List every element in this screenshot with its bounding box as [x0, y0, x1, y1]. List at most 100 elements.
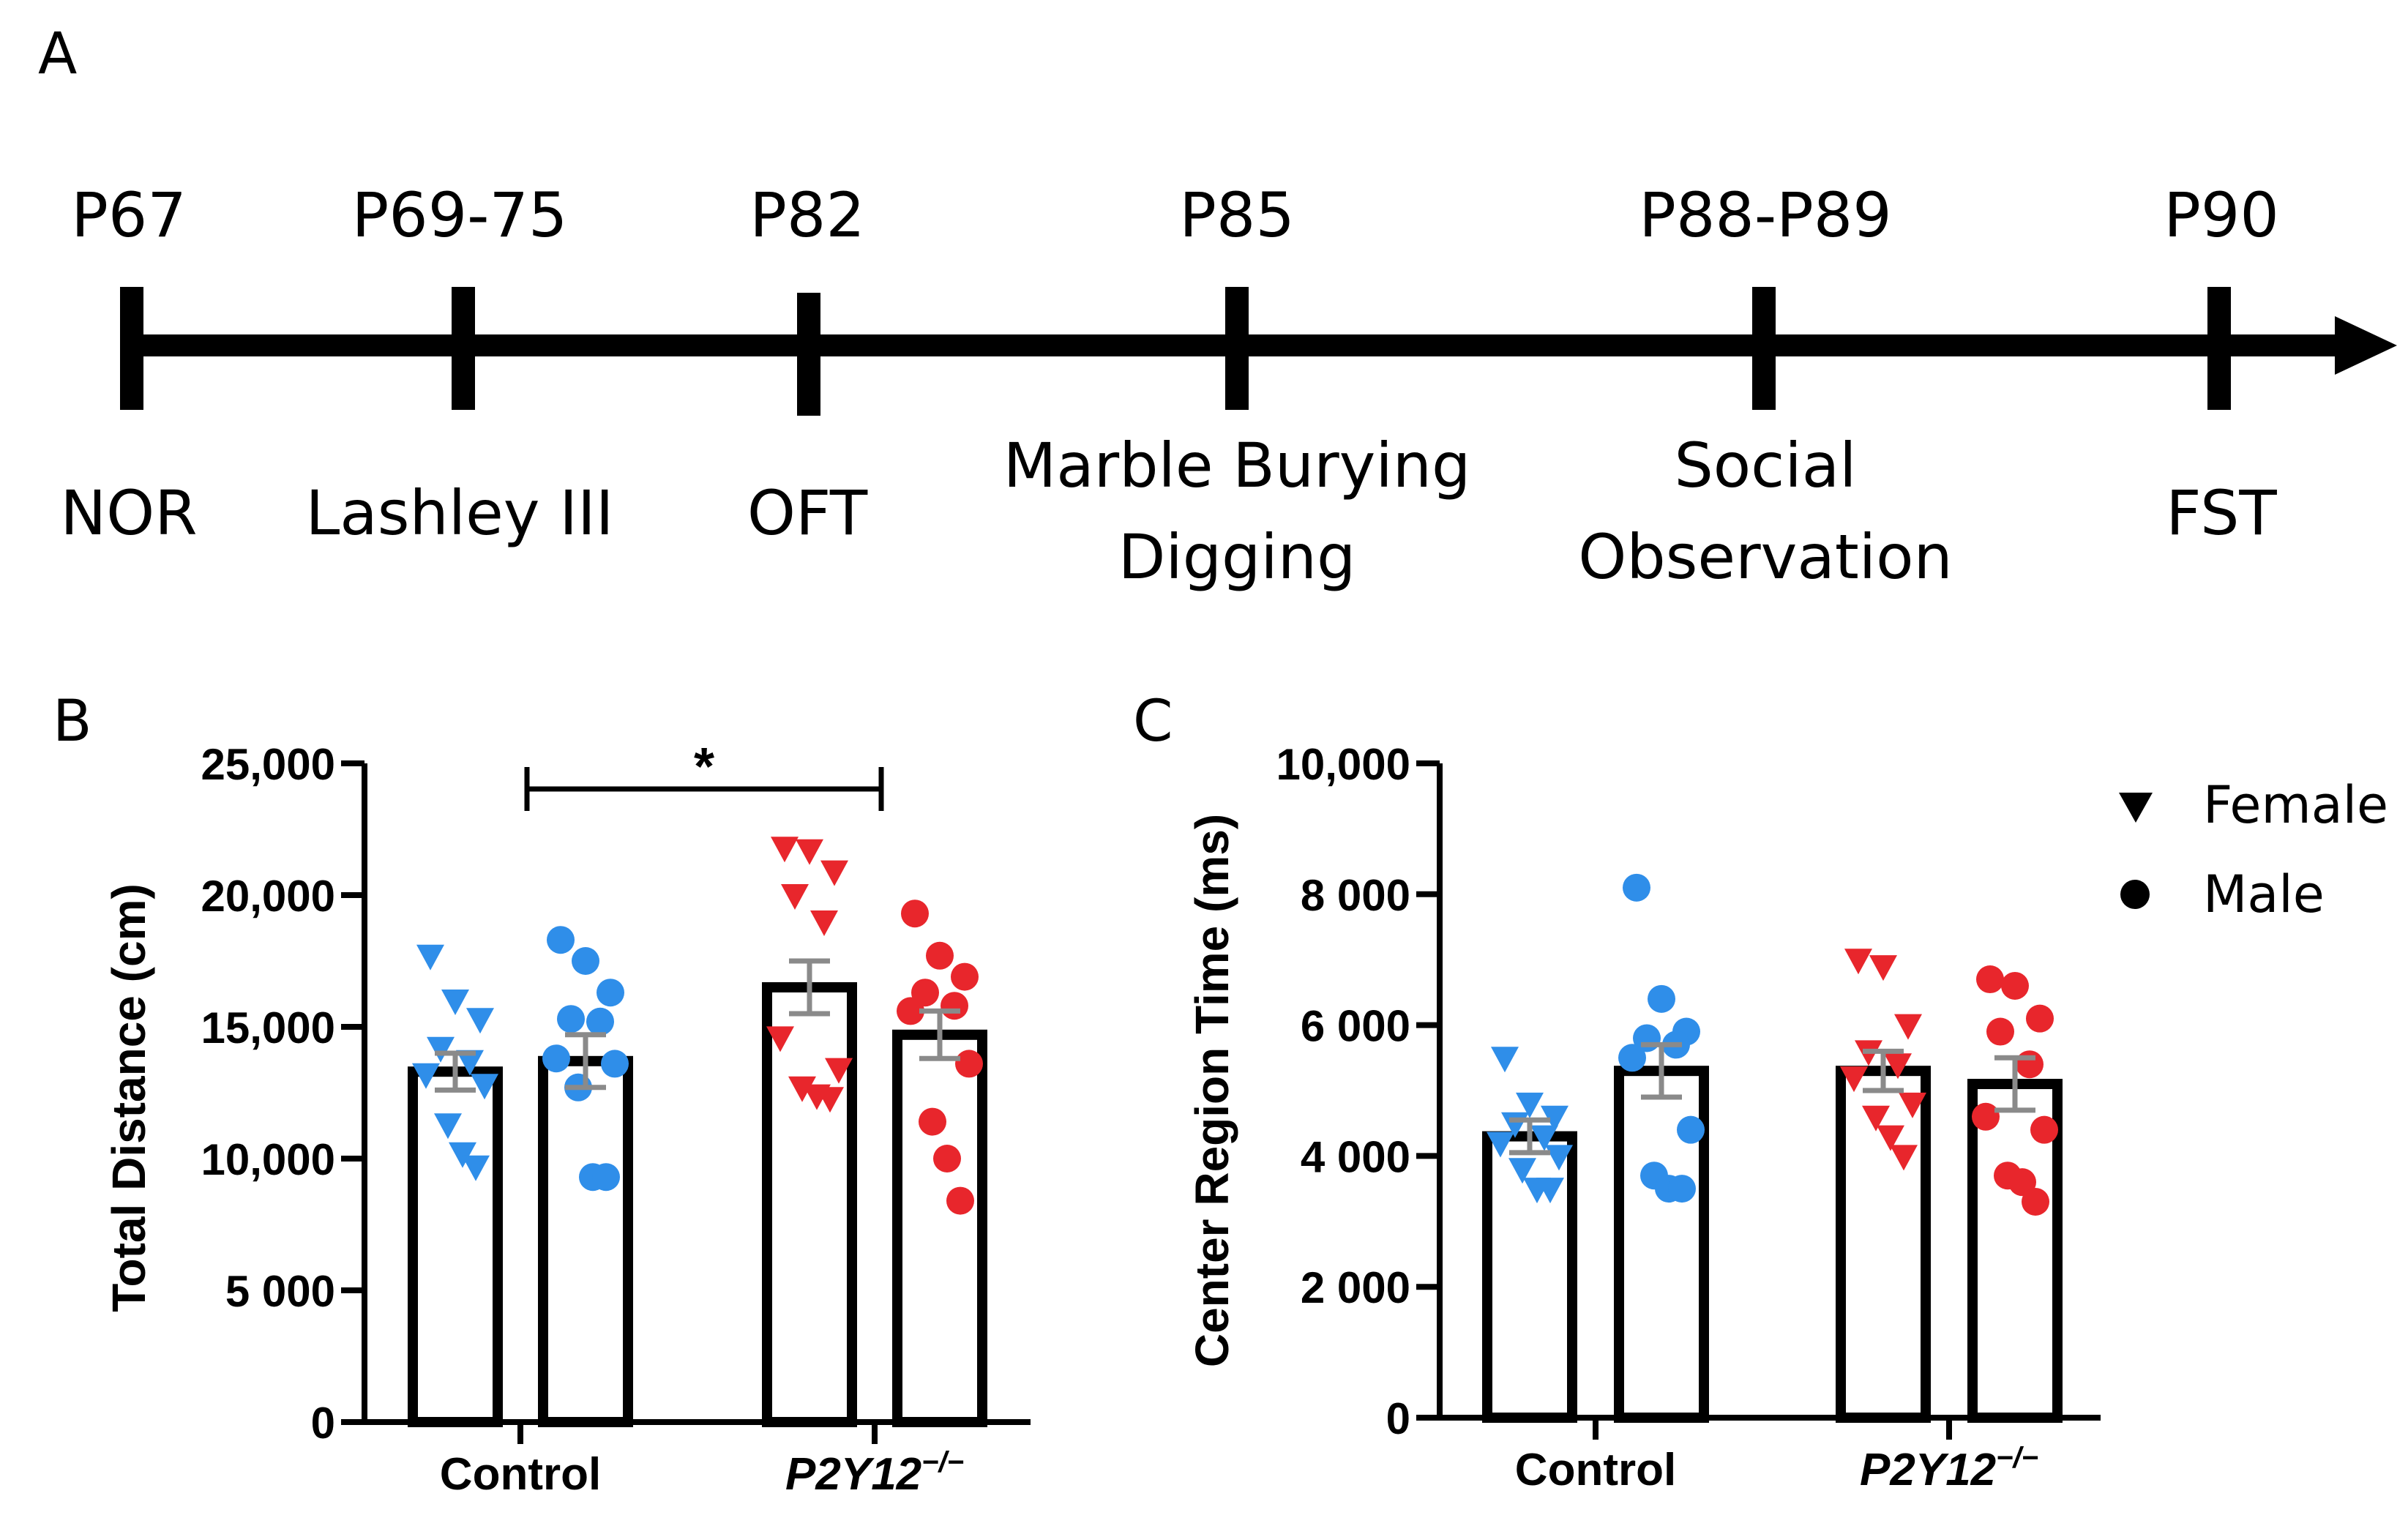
x-tick-label: P2Y12−/−: [1860, 1442, 2038, 1495]
female-data-point: [462, 1155, 490, 1181]
legend-female-triangle-icon: [2119, 793, 2153, 823]
timeline-arrowhead: [2335, 316, 2397, 375]
legend-male-label: Male: [2203, 864, 2325, 924]
timeline-task: FST: [2166, 477, 2277, 549]
male-data-point: [955, 1050, 983, 1078]
x-tick-label: P2Y12−/−: [785, 1446, 964, 1500]
bar: [538, 1055, 633, 1428]
male-data-point: [1623, 873, 1650, 902]
bar: [1836, 1066, 1931, 1424]
male-data-point: [2001, 971, 2029, 1000]
bar: [892, 1029, 987, 1428]
timeline-age: P82: [749, 179, 865, 251]
x-tick-label: Control: [440, 1449, 601, 1500]
female-data-point: [771, 837, 799, 863]
male-data-point: [547, 926, 575, 954]
timeline-task: Marble Burying: [1003, 430, 1471, 501]
female-data-point: [466, 1008, 494, 1034]
timeline-task: Social: [1674, 430, 1856, 501]
male-data-point: [1972, 1102, 2000, 1131]
female-data-point: [1869, 955, 1897, 981]
female-data-point: [456, 1050, 484, 1076]
male-data-point: [592, 1163, 620, 1192]
female-data-point: [1899, 1092, 1926, 1118]
male-data-point: [601, 1050, 629, 1078]
male-data-point: [941, 992, 968, 1020]
male-data-point: [2016, 1050, 2044, 1079]
male-data-point: [1668, 1175, 1696, 1203]
female-data-point: [766, 1026, 794, 1052]
male-data-point: [951, 962, 979, 991]
female-data-point: [1487, 1132, 1514, 1158]
timeline-marks: [120, 287, 2231, 416]
y-tick-label: 0: [1386, 1394, 1410, 1443]
panel-b-label: B: [53, 689, 92, 755]
legend-male-circle-icon: [2120, 880, 2150, 909]
male-data-point: [1976, 965, 2004, 994]
bar: [762, 982, 857, 1427]
y-tick-label: 10,000: [201, 1135, 335, 1184]
y-tick-label: 20,000: [201, 872, 335, 921]
male-data-point: [919, 1107, 946, 1136]
timeline-task: Lashley III: [305, 477, 613, 549]
male-data-point: [542, 1044, 570, 1073]
y-tick-label: 25,000: [201, 740, 335, 789]
timeline-age: P88-P89: [1639, 179, 1891, 251]
panel-b: B Total Distance (cm) 0 5 000 10,000 15,000…: [53, 689, 1031, 1500]
male-data-point: [572, 947, 599, 975]
timeline-task: OFT: [747, 477, 868, 549]
y-tick-label: 8 000: [1301, 871, 1410, 920]
female-data-point: [816, 1087, 844, 1113]
male-data-point: [597, 979, 624, 1007]
x-tick-label: Control: [1515, 1445, 1676, 1495]
female-data-point: [471, 1074, 498, 1100]
female-data-point: [1877, 1125, 1904, 1151]
female-data-point: [1884, 1053, 1912, 1080]
male-data-point: [2030, 1115, 2058, 1144]
female-data-point: [1545, 1145, 1573, 1171]
panel-b-y-axis-title: Total Distance (cm): [102, 883, 155, 1312]
male-data-point: [2022, 1187, 2049, 1216]
female-data-point: [449, 1142, 476, 1168]
timeline-task: NOR: [60, 477, 197, 549]
male-data-point: [946, 1186, 974, 1215]
female-data-point: [434, 1113, 462, 1140]
y-tick-label: 5 000: [225, 1267, 335, 1316]
male-data-point: [557, 1005, 585, 1033]
panel-c: C Center Region Time (ms) 0 2 000 4 000 6 0…: [1133, 689, 2101, 1495]
female-data-point: [1516, 1092, 1544, 1118]
male-data-point: [1618, 1044, 1646, 1072]
timeline-age: P67: [71, 179, 187, 251]
panel-c-label: C: [1133, 689, 1173, 755]
female-data-point: [788, 1076, 816, 1102]
male-data-point: [1648, 984, 1675, 1013]
chart-b: 0 5 000 10,000 15,000 20,000 25,000 Control P2Y…: [201, 738, 1031, 1500]
timeline-age: P69-75: [352, 179, 568, 251]
timeline-age: P85: [1179, 179, 1295, 251]
male-data-point: [1677, 1115, 1705, 1144]
female-data-point: [1536, 1178, 1564, 1204]
male-data-point: [926, 941, 954, 970]
female-data-point: [796, 839, 823, 865]
female-data-point: [825, 1058, 853, 1084]
female-data-point: [1541, 1105, 1568, 1132]
y-tick-label: 4 000: [1301, 1132, 1410, 1181]
legend: Female Male: [2119, 775, 2388, 924]
female-data-point: [1844, 949, 1872, 975]
y-tick-label: 2 000: [1301, 1263, 1410, 1312]
female-data-point: [810, 910, 838, 936]
chart-c: 0 2 000 4 000 6 000 8 000 10,000 Control P2Y12−…: [1276, 740, 2101, 1495]
male-data-point: [2008, 1168, 2036, 1197]
panel-c-y-axis-title: Center Region Time (ms): [1186, 814, 1238, 1367]
panel-a: A P67 P69-75 P82 P85 P88-P89 P90 NOR Las…: [38, 21, 2397, 593]
female-data-point: [427, 1036, 455, 1063]
female-data-point: [1890, 1145, 1918, 1171]
female-data-point: [412, 1063, 440, 1089]
panel-a-label: A: [38, 21, 77, 87]
timeline-age: P90: [2164, 179, 2279, 251]
y-tick-label: 10,000: [1276, 740, 1410, 789]
y-tick-label: 15,000: [201, 1003, 335, 1052]
y-tick-label: 0: [311, 1399, 335, 1448]
male-data-point: [2026, 1004, 2054, 1033]
